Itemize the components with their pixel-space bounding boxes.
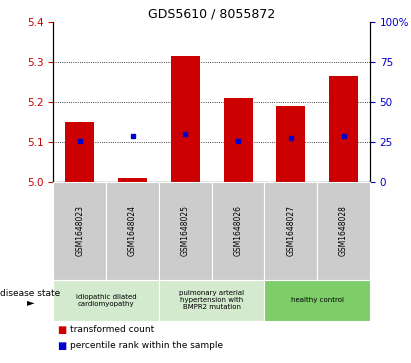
Text: GSM1648025: GSM1648025 (181, 205, 190, 256)
Title: GDS5610 / 8055872: GDS5610 / 8055872 (148, 8, 275, 21)
Text: disease state: disease state (0, 289, 61, 298)
Text: GSM1648027: GSM1648027 (286, 205, 295, 256)
Text: GSM1648028: GSM1648028 (339, 205, 348, 256)
Text: ►: ► (27, 297, 34, 307)
Bar (329, 76, 358, 182)
Text: percentile rank within the sample: percentile rank within the sample (70, 341, 223, 350)
Bar (224, 98, 252, 182)
Text: ■: ■ (58, 341, 67, 351)
Bar (118, 178, 147, 182)
Text: idiopathic dilated
cardiomyopathy: idiopathic dilated cardiomyopathy (76, 294, 136, 307)
Text: transformed count: transformed count (70, 325, 154, 334)
Bar (276, 106, 305, 182)
Text: pulmonary arterial
hypertension with
BMPR2 mutation: pulmonary arterial hypertension with BMP… (179, 290, 244, 310)
Text: GSM1648024: GSM1648024 (128, 205, 137, 256)
Bar (65, 122, 94, 182)
Text: healthy control: healthy control (291, 297, 344, 303)
Text: GSM1648026: GSM1648026 (233, 205, 242, 256)
Text: ■: ■ (58, 325, 67, 335)
Bar (171, 56, 200, 182)
Text: GSM1648023: GSM1648023 (75, 205, 84, 256)
